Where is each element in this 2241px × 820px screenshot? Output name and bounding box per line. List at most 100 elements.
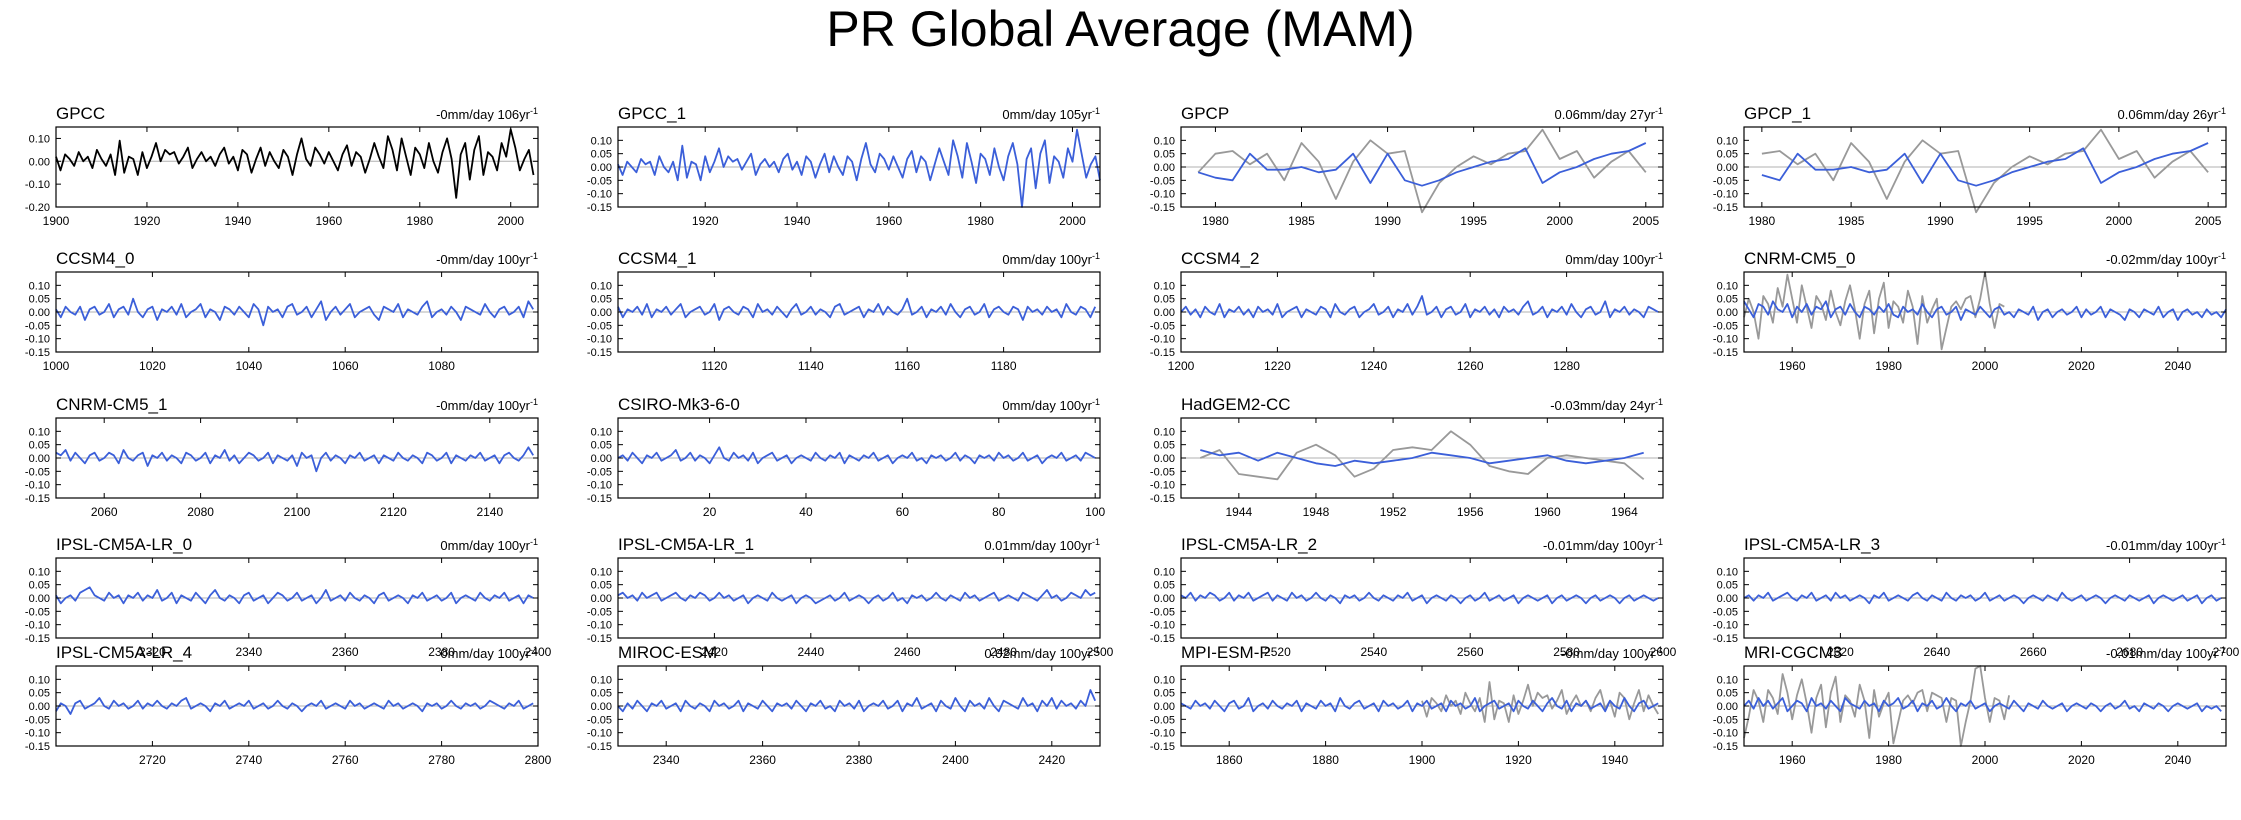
y-tick-label: 0.05 [1154, 688, 1175, 700]
y-tick-label: -0.05 [1150, 606, 1175, 618]
x-tick-label: 2040 [2164, 753, 2191, 767]
x-tick-label: 1980 [1749, 214, 1776, 228]
x-tick-label: 1980 [967, 214, 994, 228]
y-tick-label: -0.05 [1713, 606, 1738, 618]
page-title: PR Global Average (MAM) [826, 1, 1415, 57]
x-tick-label: 2740 [235, 753, 262, 767]
y-tick-label: -0.10 [1150, 728, 1175, 740]
x-tick-label: 2060 [91, 505, 118, 519]
y-tick-label: 0.10 [591, 426, 612, 438]
x-tick-label: 2380 [428, 645, 455, 659]
y-tick-label: -0.15 [587, 633, 612, 645]
y-tick-label: 0.00 [1154, 701, 1175, 713]
y-tick-label: 0.05 [1717, 688, 1738, 700]
y-tick-label: 0.10 [1717, 135, 1738, 147]
y-tick-label: 0.10 [29, 280, 50, 292]
chart-panel: CNRM-CM5_1 -0mm/day 100yr-1 -0.15-0.10 -0.0… [25, 395, 539, 519]
x-tick-label: 2580 [1553, 645, 1580, 659]
x-tick-label: 1952 [1380, 505, 1407, 519]
y-tick-label: 0.10 [1154, 280, 1175, 292]
x-tick-label: 1920 [692, 214, 719, 228]
x-tick-label: 2540 [1360, 645, 1387, 659]
y-tick-label: 0.10 [29, 133, 50, 145]
x-tick-label: 1180 [991, 359, 1017, 373]
x-tick-label: 1260 [1457, 359, 1484, 373]
chart-panel: MIROC-ESM 0.02mm/day 100yr-1 -0.15-0.10 -0.… [587, 643, 1101, 767]
y-tick-label: -0.15 [587, 347, 612, 359]
y-tick-label: -0.15 [25, 493, 50, 505]
series-line [1200, 449, 1644, 467]
x-tick-label: 60 [896, 505, 910, 519]
y-tick-label: 0.10 [1154, 135, 1175, 147]
series-line [1743, 591, 2222, 605]
y-tick-label: -0.10 [1150, 334, 1175, 346]
y-tick-label: 0.05 [1717, 580, 1738, 592]
x-tick-label: 1960 [1779, 359, 1806, 373]
panel-title: CSIRO-Mk3-6-0 [618, 395, 740, 414]
x-tick-label: 1960 [1534, 505, 1561, 519]
x-tick-label: 2660 [2020, 645, 2047, 659]
series-line [55, 446, 534, 473]
x-tick-label: 40 [799, 505, 813, 519]
y-tick-label: 0.05 [591, 294, 612, 306]
y-tick-label: 0.10 [29, 566, 50, 578]
y-tick-label: 0.10 [1717, 566, 1738, 578]
y-tick-label: 0.05 [29, 580, 50, 592]
x-tick-label: 2120 [380, 505, 407, 519]
x-tick-label: 2780 [428, 753, 455, 767]
y-tick-label: 0.10 [1154, 426, 1175, 438]
x-tick-label: 2000 [1059, 214, 1086, 228]
chart-panel: CCSM4_2 0mm/day 100yr-1-0.15-0.10-0.050.0… [1150, 249, 1664, 373]
series-line [1761, 128, 2209, 214]
x-tick-label: 1160 [894, 359, 920, 373]
x-tick-label: 2340 [653, 753, 680, 767]
y-tick-label: -0.15 [1713, 633, 1738, 645]
y-tick-label: 0.05 [1154, 440, 1175, 452]
x-tick-label: 1860 [1216, 753, 1243, 767]
x-tick-label: 1940 [1601, 753, 1628, 767]
series-line [1180, 697, 1659, 713]
y-tick-label: -0.10 [25, 334, 50, 346]
series-line [1421, 681, 1659, 723]
y-tick-label: -0.05 [587, 714, 612, 726]
x-tick-label: 1900 [43, 214, 70, 228]
x-tick-label: 2720 [139, 753, 166, 767]
trend-label: -0mm/day 100yr-1 [436, 397, 538, 413]
series-line [617, 446, 1096, 465]
y-tick-label: -0.10 [1713, 728, 1738, 740]
y-tick-label: 0.00 [1154, 453, 1175, 465]
x-tick-label: 1020 [139, 359, 166, 373]
y-tick-label: 0.05 [1154, 149, 1175, 161]
y-tick-label: -0.10 [25, 480, 50, 492]
y-tick-label: -0.05 [587, 606, 612, 618]
x-tick-label: 1120 [701, 359, 727, 373]
series-line [1180, 591, 1659, 605]
x-tick-label: 1920 [134, 214, 161, 228]
y-tick-label: 0.05 [591, 440, 612, 452]
y-tick-label: 0.10 [1154, 566, 1175, 578]
panel-title: GPCC_1 [618, 104, 686, 123]
panel-title: HadGEM2-CC [1181, 395, 1291, 414]
x-tick-label: 2560 [1457, 645, 1484, 659]
trend-label: 0mm/day 100yr-1 [1565, 251, 1663, 267]
trend-label: 0mm/day 100yr-1 [440, 645, 538, 661]
x-tick-label: 2000 [1546, 214, 1573, 228]
y-tick-label: -0.10 [1150, 620, 1175, 632]
chart-panel: GPCP 0.06mm/day 27yr-1 -0.15-0.10 -0.050.00… [1150, 104, 1664, 228]
y-tick-label: -0.05 [1150, 320, 1175, 332]
chart-panel: GPCC -0mm/day 106yr-1 -0.20 -0.10 0.00 0.10 19… [25, 104, 539, 228]
y-tick-label: -0.05 [587, 175, 612, 187]
y-tick-label: 0.00 [1717, 307, 1738, 319]
y-tick-label: 0.00 [1717, 593, 1738, 605]
y-tick-label: -0.15 [1713, 202, 1738, 214]
x-tick-label: 1220 [1264, 359, 1291, 373]
panel-title: IPSL-CM5A-LR_1 [618, 535, 754, 554]
y-tick-label: 0.05 [591, 688, 612, 700]
y-tick-label: -0.05 [1150, 466, 1175, 478]
x-tick-label: 1944 [1225, 505, 1252, 519]
panel-title: CNRM-CM5_0 [1744, 249, 1855, 268]
panel-title: MRI-CGCM3 [1744, 643, 1842, 662]
y-tick-label: -0.05 [1713, 175, 1738, 187]
trend-label: 0.01mm/day 100yr-1 [984, 537, 1100, 553]
y-tick-label: 0.05 [29, 688, 50, 700]
